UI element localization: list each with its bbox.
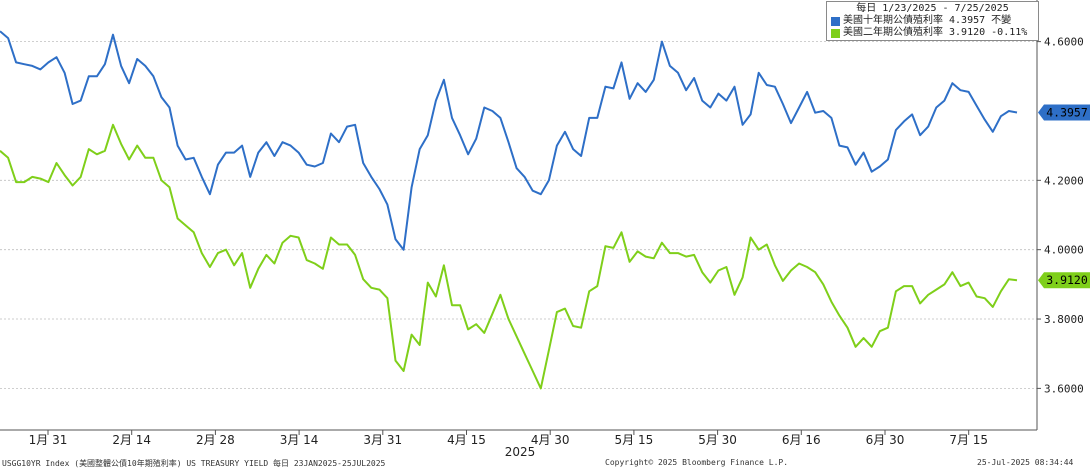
last-value-tag-bg [1038, 272, 1090, 289]
y-tick-label: 4.0000 [1044, 244, 1084, 257]
value-labels: 4.3957 3.9120 [1038, 104, 1090, 289]
legend-label-10y: 美國十年期公債殖利率 4.3957 不變 [843, 15, 1012, 26]
x-tick-label: 3月 31 [363, 433, 402, 447]
x-tick-label: 2月 28 [196, 433, 235, 447]
y-tick-label: 4.6000 [1044, 36, 1084, 49]
y-tick-label: 3.8000 [1044, 313, 1084, 326]
x-tick-label: 2月 14 [112, 433, 151, 447]
last-value-tag-10y: 4.3957 [1038, 104, 1090, 121]
footer-copyright: Copyright© 2025 Bloomberg Finance L.P. [605, 458, 789, 467]
legend-entry-10y: 美國十年期公債殖利率 4.3957 不變 [827, 15, 1038, 27]
legend: 每日 1/23/2025 - 7/25/2025 美國十年期公債殖利率 4.39… [826, 1, 1039, 41]
y-tick-label: 4.2000 [1044, 174, 1084, 187]
x-tick-label: 5月 30 [698, 433, 737, 447]
legend-swatch-10y [831, 16, 840, 26]
footer-timestamp: 25-Jul-2025 08:34:44 [977, 458, 1074, 467]
series-line-10y [0, 30, 1018, 251]
last-value-tag-bg [1038, 104, 1090, 121]
footer-source: USGG10YR Index (美國整體公債10年期殖利率) US TREASU… [2, 459, 386, 468]
y-tick-label: 3.6000 [1044, 382, 1084, 395]
x-tick-label: 5月 15 [615, 433, 654, 447]
last-value-tag-text: 4.3957 [1046, 105, 1088, 119]
x-year-label: 2025 [505, 445, 536, 459]
x-tick-label: 4月 15 [447, 433, 486, 447]
x-tick-label: 7月 15 [949, 433, 988, 447]
series [0, 30, 1018, 390]
x-tick-label: 3月 14 [280, 433, 319, 447]
x-tick-label: 4月 30 [531, 433, 570, 447]
grid [0, 41, 1037, 389]
last-value-tag-text: 3.9120 [1046, 273, 1088, 287]
legend-title: 每日 1/23/2025 - 7/25/2025 [856, 3, 1009, 14]
series-line-2y [0, 123, 1018, 390]
axes: 4.6000 4.2000 4.0000 3.8000 3.6000 1月 31 2月 14… [0, 0, 1084, 459]
legend-swatch-2y [831, 28, 840, 38]
x-tick-label: 1月 31 [29, 433, 68, 447]
x-tick-label: 6月 16 [782, 433, 821, 447]
legend-entry-2y: 美國二年期公債殖利率 3.9120 -0.11% [827, 27, 1038, 39]
last-value-tag-2y: 3.9120 [1038, 272, 1090, 289]
legend-label-2y: 美國二年期公債殖利率 3.9120 -0.11% [843, 27, 1028, 38]
x-tick-label: 6月 30 [866, 433, 905, 447]
